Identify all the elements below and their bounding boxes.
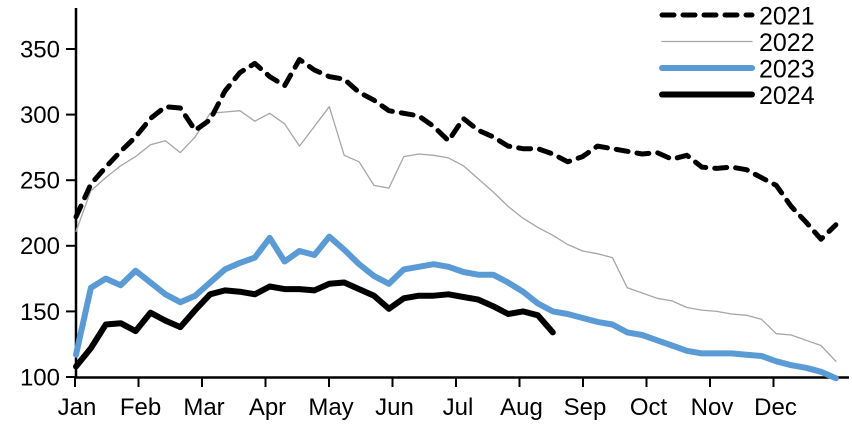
legend-label-2021: 2021	[759, 3, 815, 31]
x-axis-tick-label: Apr	[249, 394, 286, 421]
x-axis-tick-label: Mar	[183, 394, 224, 421]
x-axis-tick-label: Sep	[564, 394, 607, 421]
y-axis-tick-label: 150	[20, 299, 60, 326]
x-axis-tick-label: Aug	[500, 394, 543, 421]
y-axis-tick-label: 200	[20, 233, 60, 260]
x-axis-tick-label: May	[308, 394, 353, 421]
series-line-2024	[73, 279, 556, 370]
legend-label-2022: 2022	[759, 29, 815, 57]
series-line-2021	[73, 57, 839, 242]
x-axis-tick-label: Dec	[754, 394, 797, 421]
y-axis-tick-label: 350	[20, 36, 60, 63]
x-axis-tick-label: Feb	[120, 394, 161, 421]
legend-label-2024: 2024	[759, 82, 815, 110]
y-axis-tick-label: 100	[20, 364, 60, 391]
y-axis-tick-label: 250	[20, 168, 60, 195]
x-axis-tick-label: Jan	[58, 394, 97, 421]
x-axis-tick-label: Nov	[691, 394, 734, 421]
x-axis-tick-label: Oct	[630, 394, 668, 421]
x-axis-tick-label: Jun	[375, 394, 414, 421]
y-axis-tick-label: 300	[20, 102, 60, 129]
x-axis-tick-label: Jul	[443, 394, 474, 421]
series-line-2023	[73, 233, 839, 382]
series-line-2022	[75, 106, 837, 362]
legend-label-2023: 2023	[759, 56, 815, 84]
